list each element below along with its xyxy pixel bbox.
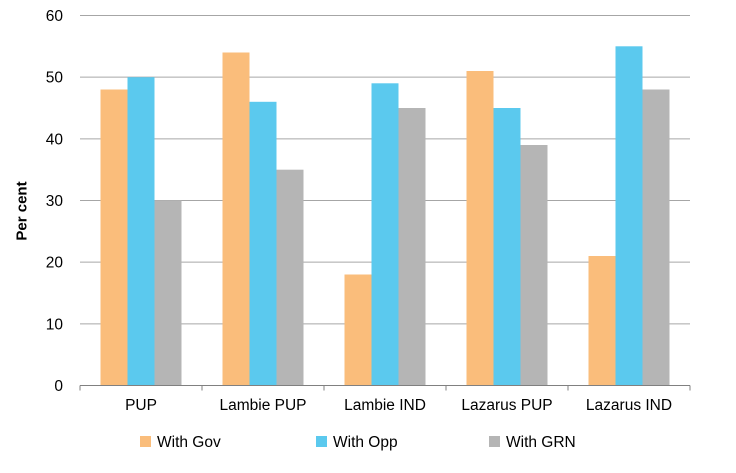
- bar-with-opp-lambie-ind: [371, 83, 399, 386]
- x-category-label-lazarus-pup: Lazarus PUP: [461, 397, 552, 414]
- x-category-label-lazarus-ind: Lazarus IND: [586, 397, 672, 414]
- legend-swatch-with-opp: [316, 436, 327, 447]
- legend-label-with-grn: With GRN: [506, 434, 576, 451]
- bar-with-grn-lazarus-ind: [642, 89, 670, 386]
- bar-with-gov-lazarus-ind: [588, 256, 616, 386]
- x-category-label-pup: PUP: [125, 397, 157, 414]
- x-category-label-lambie-ind: Lambie IND: [344, 397, 426, 414]
- y-tick-label-50: 50: [46, 70, 64, 87]
- y-tick-label-60: 60: [46, 8, 64, 25]
- bar-with-opp-lazarus-pup: [493, 108, 521, 386]
- bar-with-gov-lazarus-pup: [466, 71, 494, 386]
- legend-swatch-with-gov: [140, 436, 151, 447]
- bar-with-grn-lambie-pup: [276, 169, 304, 386]
- legend-label-with-opp: With Opp: [333, 434, 398, 451]
- y-tick-label-10: 10: [46, 316, 64, 333]
- bar-with-opp-lazarus-ind: [615, 46, 643, 386]
- x-category-label-lambie-pup: Lambie PUP: [219, 397, 306, 414]
- legend-label-with-gov: With Gov: [157, 434, 221, 451]
- bar-with-gov-lambie-ind: [344, 274, 372, 386]
- y-tick-label-40: 40: [46, 131, 64, 148]
- legend-swatch-with-grn: [489, 436, 500, 447]
- y-tick-label-0: 0: [54, 378, 63, 395]
- bar-with-opp-lambie-pup: [249, 101, 277, 386]
- bar-with-gov-pup: [100, 89, 128, 386]
- bar-with-grn-lambie-ind: [398, 108, 426, 386]
- bar-with-opp-pup: [127, 77, 155, 386]
- bar-with-grn-pup: [154, 200, 182, 386]
- bar-with-gov-lambie-pup: [222, 52, 250, 386]
- bar-with-grn-lazarus-pup: [520, 145, 548, 386]
- y-tick-label-20: 20: [46, 255, 64, 272]
- y-tick-label-30: 30: [46, 193, 64, 210]
